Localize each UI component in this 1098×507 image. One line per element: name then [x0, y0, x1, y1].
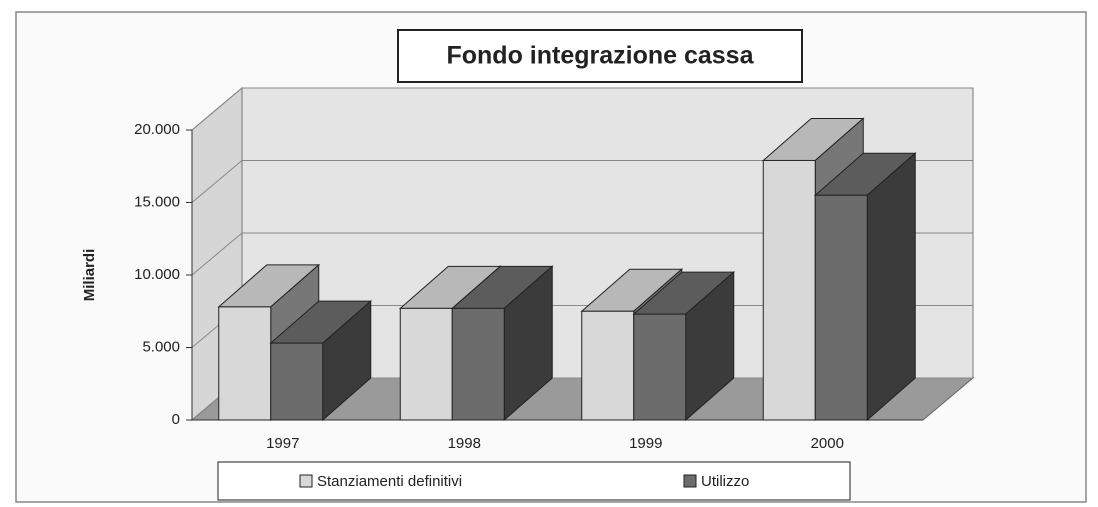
- chart-title: Fondo integrazione cassa: [446, 42, 754, 70]
- legend-swatch: [683, 474, 697, 488]
- bar: [451, 307, 505, 421]
- grid-line-side: [191, 232, 243, 276]
- x-tick-label: 1997: [266, 435, 299, 452]
- x-tick-label: 1998: [448, 435, 481, 452]
- y-tick-label: 5.000: [142, 338, 180, 355]
- bar: [581, 310, 635, 421]
- y-axis-label: Miliardi: [81, 249, 98, 302]
- bar: [762, 159, 816, 421]
- bar-side: [866, 152, 916, 422]
- legend-swatch: [299, 474, 313, 488]
- legend-label: Utilizzo: [701, 473, 749, 490]
- x-tick-label: 1999: [629, 435, 662, 452]
- bar: [814, 194, 868, 421]
- title-box: [397, 29, 803, 83]
- y-tick-label: 10.000: [134, 266, 180, 283]
- legend-label: Stanziamenti definitivi: [317, 473, 462, 490]
- grid-line-side: [191, 87, 243, 131]
- bar: [399, 307, 453, 421]
- y-tick-label: 15.000: [134, 193, 180, 210]
- bar: [633, 313, 687, 421]
- y-tick-label: 0: [172, 411, 180, 428]
- x-tick-label: 2000: [811, 435, 844, 452]
- y-tick-label: 20.000: [134, 121, 180, 138]
- legend: [217, 461, 851, 501]
- bar: [270, 342, 324, 421]
- grid-line-side: [191, 160, 243, 203]
- bar: [218, 306, 272, 421]
